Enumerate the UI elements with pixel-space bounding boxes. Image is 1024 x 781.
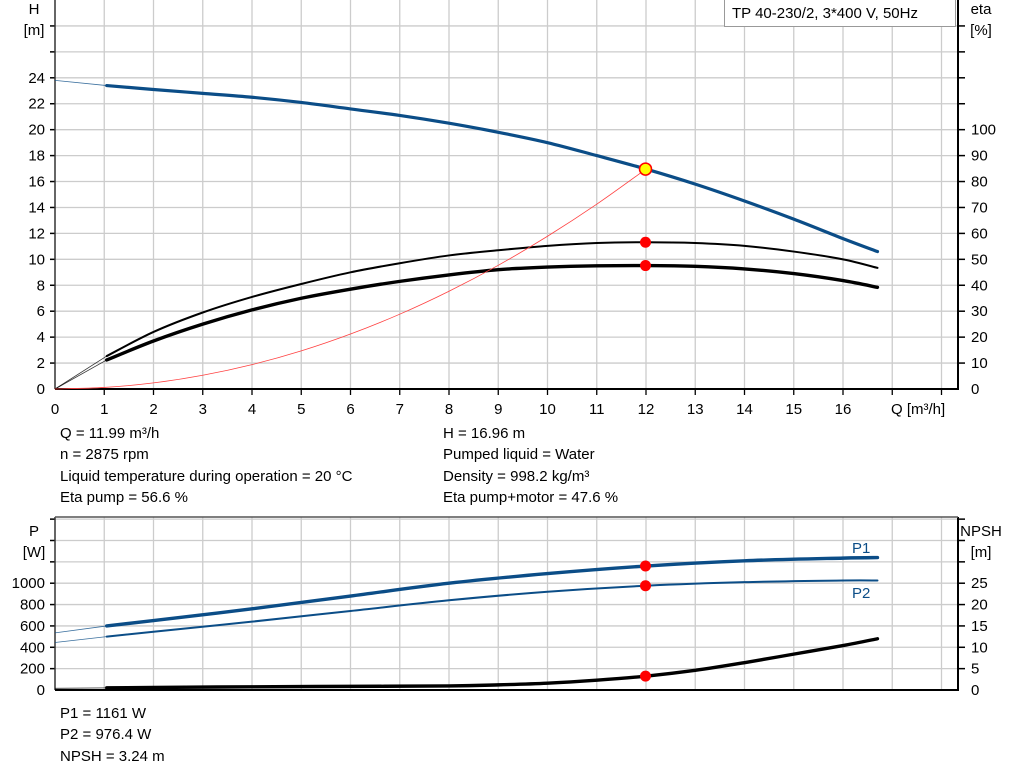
y-left-tick-label: 8 [37, 277, 45, 294]
x-tick-label: 8 [445, 401, 453, 418]
info-top-right: H = 16.96 m Pumped liquid = Water Densit… [443, 423, 618, 508]
duty-marker-eta-pump-motor [640, 260, 652, 272]
x-tick-label: 1 [100, 401, 108, 418]
y-left-tick-label: 2 [37, 355, 45, 372]
x-tick-label: 4 [248, 401, 256, 418]
y-left-axis-unit: [W] [23, 544, 46, 561]
y-left-tick-label: 200 [20, 661, 45, 678]
x-tick-label: 6 [346, 401, 354, 418]
duty-marker-p1 [640, 560, 652, 572]
y-right-tick-label: 60 [971, 225, 988, 242]
x-tick-label: 16 [835, 401, 852, 418]
x-tick-label: 10 [539, 401, 556, 418]
curve-NPSH [105, 637, 880, 690]
y-left-tick-label: 400 [20, 639, 45, 656]
y-right-tick-label: 0 [971, 682, 979, 699]
pump-title-box: TP 40-230/2, 3*400 V, 50Hz [724, 0, 956, 27]
x-tick-label: 7 [396, 401, 404, 418]
info-flow: Q = 11.99 m³/h [60, 425, 160, 442]
curve-H-extrapolated [54, 79, 107, 86]
y-right-axis-unit: [m] [971, 544, 992, 561]
y-right-tick-label: 100 [971, 122, 996, 139]
y-left-axis-title: H [29, 1, 40, 18]
duty-marker-eta-pump [640, 236, 652, 248]
y-right-tick-label: 10 [971, 639, 988, 656]
info-eta-pump-motor: Eta pump+motor = 47.6 % [443, 488, 619, 506]
curve-system [54, 168, 647, 390]
info-p2: P2 = 976.4 W [60, 726, 152, 744]
y-left-tick-label: 12 [28, 225, 45, 242]
y-right-tick-label: 15 [971, 618, 988, 635]
y-left-tick-label: 20 [28, 122, 45, 139]
y-right-tick-label: 0 [971, 381, 979, 398]
x-tick-label: 9 [494, 401, 502, 418]
info-density: Density = 998.2 kg/m³ [443, 467, 590, 485]
x-tick-label: 13 [687, 401, 704, 418]
info-liquid-temp: Liquid temperature during operation = 20… [60, 467, 353, 485]
x-tick-label: 14 [736, 401, 753, 418]
y-right-tick-label: 50 [971, 251, 988, 268]
info-head: H = 16.96 m [443, 425, 526, 442]
x-tick-label: 11 [589, 401, 605, 418]
y-left-tick-label: 18 [28, 148, 45, 165]
info-bottom: P1 = 1161 W P2 = 976.4 W NPSH = 3.24 m [60, 703, 165, 767]
y-right-tick-label: 40 [971, 277, 988, 294]
y-left-tick-label: 6 [37, 303, 45, 320]
y-right-tick-label: 25 [971, 575, 988, 592]
y-left-tick-label: 22 [28, 96, 45, 113]
info-npsh: NPSH = 3.24 m [60, 747, 165, 765]
x-axis-title: Q [m³/h] [891, 401, 945, 418]
y-left-axis-unit: [m] [24, 22, 45, 39]
curve-P1 [105, 555, 880, 628]
duty-marker-p2 [640, 580, 652, 592]
duty-marker-head [638, 162, 653, 176]
series-label-p1: P1 [852, 540, 870, 557]
y-left-tick-label: 4 [37, 329, 45, 346]
info-speed: n = 2875 rpm [60, 446, 149, 464]
y-right-tick-label: 30 [971, 303, 988, 320]
curve-P1-extrapolated [54, 625, 107, 634]
x-tick-label: 0 [51, 401, 59, 418]
x-tick-label: 15 [785, 401, 802, 418]
y-right-axis-unit: [%] [970, 22, 992, 39]
y-left-axis-title: P [29, 523, 39, 540]
x-tick-label: 3 [199, 401, 207, 418]
info-eta-pump: Eta pump = 56.6 % [60, 488, 188, 506]
y-left-tick-label: 10 [28, 251, 45, 268]
y-right-axis-title: NPSH [960, 523, 1002, 540]
x-tick-label: 12 [638, 401, 655, 418]
y-right-tick-label: 10 [971, 355, 988, 372]
y-right-tick-label: 90 [971, 148, 988, 165]
y-left-tick-label: 0 [37, 381, 45, 398]
series-label-p2: P2 [852, 585, 870, 602]
y-right-tick-label: 20 [971, 329, 988, 346]
y-left-tick-label: 24 [28, 70, 45, 87]
curve-H [105, 83, 880, 254]
y-right-tick-label: 80 [971, 174, 988, 191]
duty-marker-npsh [640, 670, 652, 682]
y-left-tick-label: 0 [37, 682, 45, 699]
curve-eta_pump_motor [105, 263, 880, 362]
curve-P2 [105, 579, 879, 638]
y-left-tick-label: 800 [20, 597, 45, 614]
curve-eta_pump [105, 241, 879, 358]
info-p1: P1 = 1161 W [60, 705, 147, 722]
curve-eta_pump-extrapolated [54, 355, 107, 390]
y-left-tick-label: 600 [20, 618, 45, 635]
y-right-tick-label: 5 [971, 661, 979, 678]
y-left-tick-label: 16 [28, 174, 45, 191]
y-left-tick-label: 1000 [12, 575, 45, 592]
y-left-tick-label: 14 [28, 199, 45, 216]
y-right-tick-label: 70 [971, 199, 988, 216]
x-tick-label: 2 [149, 401, 157, 418]
curve-eta_pump_motor-extrapolated [54, 359, 107, 390]
info-pumped-liquid: Pumped liquid = Water [443, 446, 595, 464]
x-tick-label: 5 [297, 401, 305, 418]
y-right-axis-title: eta [971, 1, 993, 18]
curve-P2-extrapolated [54, 636, 107, 643]
y-right-tick-label: 20 [971, 597, 988, 614]
info-top-left: Q = 11.99 m³/h n = 2875 rpm Liquid tempe… [60, 423, 352, 508]
